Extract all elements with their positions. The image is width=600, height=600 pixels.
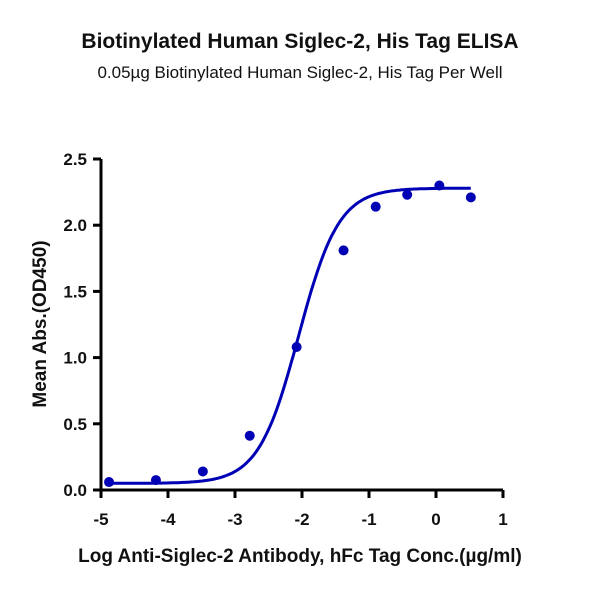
data-point xyxy=(104,477,115,488)
x-tick-label: -3 xyxy=(227,510,242,529)
data-points xyxy=(104,180,476,488)
data-point xyxy=(150,475,161,486)
axes: 0.0 0.5 1.0 1.5 2.0 2.5 -5 -4 -3 -2 -1 0 1 xyxy=(63,150,507,529)
y-tick-label: 2.5 xyxy=(63,150,87,169)
x-tick-label: 1 xyxy=(498,510,507,529)
x-tick-label: 0 xyxy=(431,510,440,529)
y-tick-label: 2.0 xyxy=(63,216,87,235)
chart-subtitle: 0.05µg Biotinylated Human Siglec-2, His … xyxy=(97,63,503,82)
x-tick-label: -4 xyxy=(160,510,176,529)
y-tick-label: 0.5 xyxy=(63,415,87,434)
data-point xyxy=(434,180,445,191)
data-point xyxy=(197,466,208,477)
data-point xyxy=(244,430,255,441)
sigmoid-fit-line xyxy=(109,186,471,485)
y-tick-label: 1.0 xyxy=(63,349,87,368)
x-tick-label: -1 xyxy=(361,510,376,529)
data-point xyxy=(465,192,476,203)
y-tick-label: 1.5 xyxy=(63,282,87,301)
fit-curve xyxy=(109,186,471,485)
x-tick-label: -2 xyxy=(294,510,309,529)
data-point xyxy=(402,189,413,200)
chart-title: Biotinylated Human Siglec-2, His Tag ELI… xyxy=(81,30,519,53)
data-point xyxy=(291,342,302,353)
data-point xyxy=(338,245,349,256)
data-point xyxy=(370,201,381,212)
x-tick-label: -5 xyxy=(93,510,108,529)
y-tick-label: 0.0 xyxy=(63,481,87,500)
x-axis-label: Log Anti-Siglec-2 Antibody, hFc Tag Conc… xyxy=(78,546,522,567)
